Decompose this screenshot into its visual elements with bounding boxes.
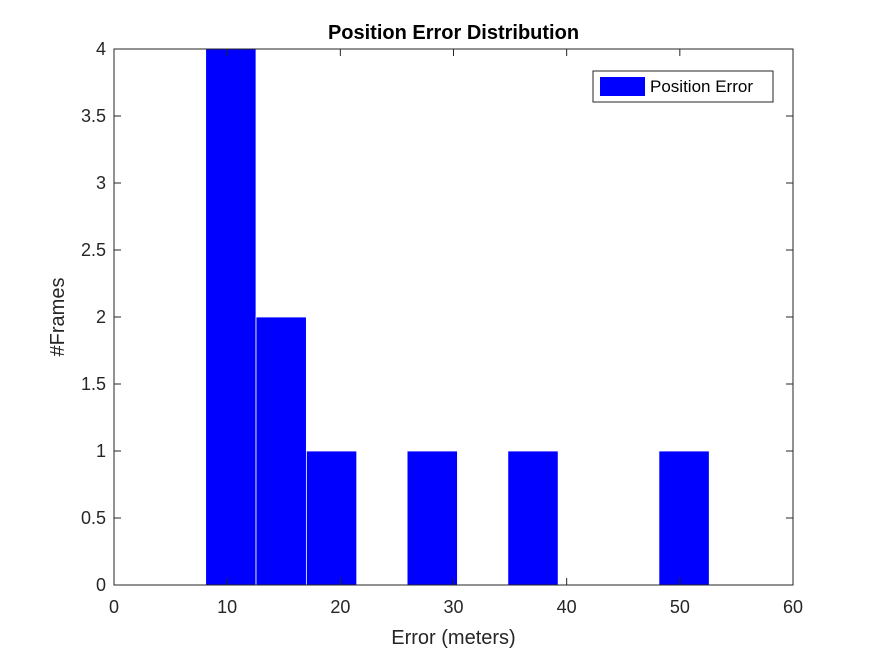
- y-axis-ticks: 0 0.5 1 1.5 2 2.5 3 3.5 4: [81, 39, 793, 595]
- x-axis-title: Error (meters): [391, 627, 515, 649]
- y-tick-label-7: 3.5: [81, 106, 106, 126]
- legend: Position Error: [592, 70, 774, 103]
- y-tick-label-6: 3: [96, 173, 106, 193]
- y-tick-label-5: 2.5: [81, 240, 106, 260]
- x-axis-ticks: 0 10 20 30 40 50 60: [109, 49, 803, 617]
- x-tick-label-6: 60: [783, 597, 803, 617]
- y-axis-title: #Frames: [47, 278, 69, 357]
- histogram-bar-3: [406, 450, 458, 586]
- legend-swatch: [600, 77, 645, 96]
- x-tick-label-2: 20: [330, 597, 350, 617]
- histogram-bar-2: [305, 450, 358, 586]
- histogram-bar-5: [658, 450, 710, 586]
- y-tick-label-0: 0: [96, 575, 106, 595]
- histogram-bar-0: [205, 48, 257, 586]
- y-tick-label-3: 1.5: [81, 374, 106, 394]
- x-tick-label-4: 40: [557, 597, 577, 617]
- chart-title: Position Error Distribution: [328, 22, 579, 44]
- bars-group: [205, 48, 710, 586]
- x-tick-label-5: 50: [670, 597, 690, 617]
- histogram-bar-4: [507, 450, 559, 586]
- x-tick-label-1: 10: [217, 597, 237, 617]
- y-tick-label-2: 1: [96, 441, 106, 461]
- y-tick-label-1: 0.5: [81, 508, 106, 528]
- x-tick-label-0: 0: [109, 597, 119, 617]
- legend-box: [592, 70, 774, 103]
- histogram-bar-1: [255, 316, 307, 586]
- y-tick-label-4: 2: [96, 307, 106, 327]
- legend-label-position-error: Position Error: [650, 77, 753, 96]
- x-tick-label-3: 30: [443, 597, 463, 617]
- y-tick-label-8: 4: [96, 39, 106, 59]
